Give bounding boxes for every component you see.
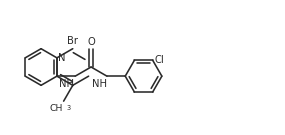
Text: NH: NH (91, 79, 107, 89)
Text: CH: CH (49, 104, 63, 113)
Text: 3: 3 (67, 105, 71, 111)
Text: Cl: Cl (154, 55, 164, 65)
Text: Br: Br (67, 36, 78, 46)
Text: N: N (58, 53, 66, 63)
Text: O: O (87, 37, 95, 47)
Text: NH: NH (58, 79, 74, 89)
